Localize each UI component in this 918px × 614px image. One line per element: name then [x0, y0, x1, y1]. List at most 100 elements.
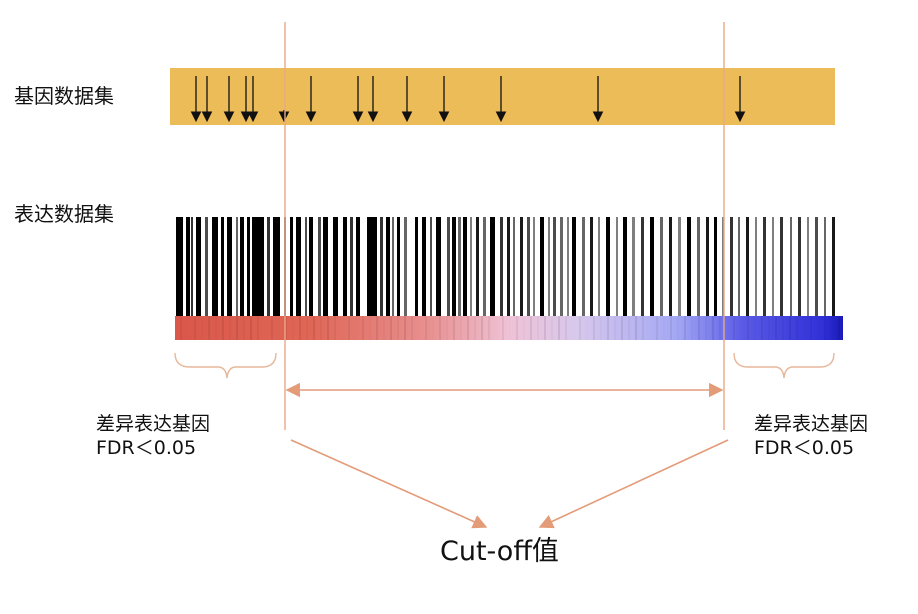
gradient-streak	[516, 316, 518, 340]
barcode-bar	[422, 217, 426, 317]
gradient-streak	[635, 316, 637, 340]
barcode-bar	[616, 217, 618, 317]
gradient-streak	[712, 316, 714, 340]
gradient-streak	[236, 316, 238, 340]
gradient-streak	[180, 316, 182, 340]
gradient-streak	[544, 316, 546, 340]
left-deg-note: 差异表达基因 FDR＜0.05	[96, 412, 210, 460]
gradient-streak	[411, 316, 413, 340]
gradient-streak	[264, 316, 266, 340]
gradient-streak	[670, 316, 672, 340]
barcode-bar	[697, 217, 700, 317]
barcode-bar	[632, 217, 635, 317]
down-arrow-icon	[278, 110, 290, 123]
barcode-bar	[706, 217, 709, 317]
barcode-bar	[196, 217, 201, 317]
gradient-streak	[481, 316, 483, 340]
barcode-bar	[687, 217, 691, 317]
down-arrow-icon	[592, 76, 604, 123]
barcode-bar	[755, 217, 757, 317]
gradient-streak	[201, 316, 203, 340]
gradient-streak	[586, 316, 588, 340]
gradient-streak	[348, 316, 350, 340]
gradient-streak	[803, 316, 805, 340]
barcode-bar	[824, 217, 826, 317]
gradient-streak	[817, 316, 819, 340]
gradient-streak	[495, 316, 497, 340]
gradient-streak	[621, 316, 623, 340]
down-arrow-icon	[401, 76, 413, 123]
gradient-streak	[446, 316, 448, 340]
gradient-streak	[369, 316, 371, 340]
gradient-streaks	[180, 316, 840, 340]
gradient-streak	[299, 316, 301, 340]
gradient-streak	[663, 316, 665, 340]
left-bracket	[174, 352, 277, 379]
barcode-bar	[404, 217, 407, 317]
gradient-streak	[810, 316, 812, 340]
barcode-bar	[660, 217, 663, 317]
gradient-streak	[250, 316, 252, 340]
gradient-streak	[691, 316, 693, 340]
gradient-streak	[313, 316, 315, 340]
gradient-streak	[425, 316, 427, 340]
barcode-bar	[452, 217, 456, 317]
barcode-bar	[623, 217, 627, 317]
barcode-bar	[458, 217, 461, 317]
gradient-streak	[642, 316, 644, 340]
gradient-streak	[222, 316, 224, 340]
gradient-streak	[796, 316, 798, 340]
down-arrow-icon	[438, 76, 450, 123]
barcode-bar	[780, 217, 783, 317]
gradient-streak	[684, 316, 686, 340]
down-arrow-icon	[247, 76, 259, 123]
barcode-bar	[678, 217, 681, 317]
down-arrow-icon	[495, 76, 507, 123]
right-deg-title: 差异表达基因	[754, 413, 869, 435]
gradient-streak	[194, 316, 196, 340]
barcode-bar	[267, 217, 270, 317]
barcode-bar	[590, 217, 593, 317]
down-arrow-icon	[190, 76, 202, 123]
gradient-streak	[292, 316, 294, 340]
barcode-bar	[252, 217, 264, 317]
barcode-bar	[356, 217, 360, 317]
gradient-streak	[460, 316, 462, 340]
barcode-bar	[553, 217, 556, 317]
gradient-streak	[719, 316, 721, 340]
gradient-streak	[733, 316, 735, 340]
barcode-bar	[296, 217, 301, 317]
gene-set-label: 基因数据集	[14, 84, 114, 108]
barcode-bar	[722, 217, 724, 317]
gradient-streak	[355, 316, 357, 340]
gradient-streak	[614, 316, 616, 340]
gradient-streak	[432, 316, 434, 340]
gradient-streak	[474, 316, 476, 340]
expression-gradient	[175, 316, 843, 340]
gradient-streak	[383, 316, 385, 340]
gradient-streak	[607, 316, 609, 340]
gradient-streak	[558, 316, 560, 340]
barcode-bar	[380, 217, 383, 317]
barcode-bar	[236, 217, 238, 317]
gradient-streak	[824, 316, 826, 340]
gradient-streak	[740, 316, 742, 340]
barcode-bar	[772, 217, 774, 317]
barcode-bar	[513, 217, 515, 317]
down-arrow-icon	[367, 76, 379, 123]
right-deg-fdr: FDR＜0.05	[754, 437, 855, 459]
barcode-bar	[191, 217, 193, 317]
barcode-bar	[763, 217, 766, 317]
gradient-streak	[593, 316, 595, 340]
barcode-bar	[807, 217, 809, 317]
expression-barcode	[176, 217, 835, 317]
gradient-streak	[656, 316, 658, 340]
gradient-streak	[831, 316, 833, 340]
barcode-bar	[483, 217, 486, 317]
barcode-bar	[714, 217, 717, 317]
gradient-streak	[600, 316, 602, 340]
gradient-streak	[187, 316, 189, 340]
gradient-streak	[467, 316, 469, 340]
gradient-streak	[747, 316, 749, 340]
barcode-bar	[533, 217, 535, 317]
